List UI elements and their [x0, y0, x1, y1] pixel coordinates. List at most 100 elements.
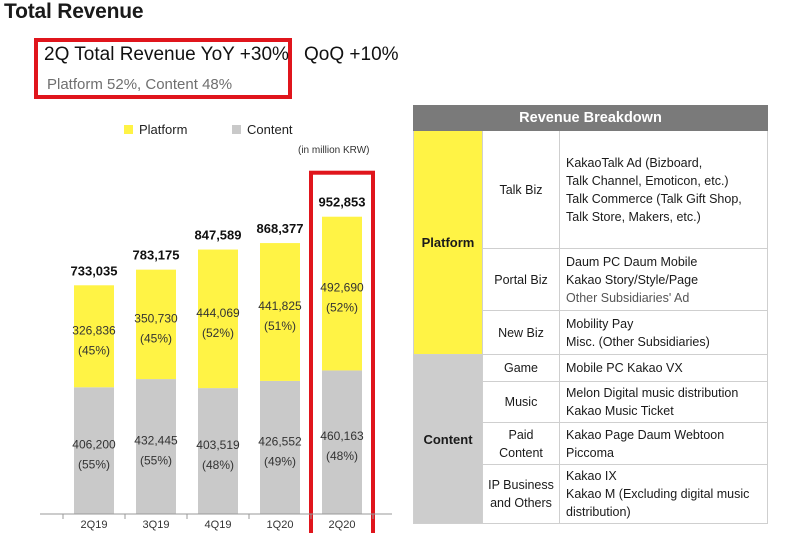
highlight-box: [34, 38, 292, 99]
detail-line: distribution): [566, 505, 631, 519]
bar-content-3Q19: [136, 379, 176, 514]
detail-line: Kakao IX: [566, 469, 617, 483]
subcategory-line: Content: [499, 445, 543, 460]
category-platform: Platform: [413, 130, 483, 355]
detail-cell: Kakao IX Kakao M (Excluding digital music…: [559, 464, 768, 524]
share-platform-4Q19: (52%): [202, 326, 234, 340]
label-platform-2Q19: 326,836: [72, 323, 116, 337]
share-content-4Q19: (48%): [202, 458, 234, 472]
breakdown-row: Portal Biz Daum PC Daum Mobile Kakao Story…: [414, 248, 768, 311]
total-label-1Q20: 868,377: [257, 221, 304, 236]
share-platform-2Q20: (52%): [326, 301, 358, 315]
detail-line: Misc. (Other Subsidiaries): [566, 334, 710, 349]
detail-line: Melon Digital music distribution: [566, 386, 739, 400]
revenue-breakdown-table: Revenue Breakdown Platform Talk Biz KakaoTa…: [413, 105, 768, 524]
total-label-4Q19: 847,589: [195, 228, 242, 243]
breakdown-row: Platform Talk Biz KakaoTalk Ad (Bizboard, T…: [413, 130, 768, 355]
label-content-1Q20: 426,552: [258, 434, 302, 448]
total-label-3Q19: 783,175: [133, 248, 180, 263]
x-tick-2Q20: 2Q20: [329, 519, 356, 531]
revenue-chart: 406,200 (55%) 326,836 (45%) 733,035 2Q19 432,4…: [40, 170, 392, 533]
label-platform-1Q20: 441,825: [258, 299, 302, 313]
legend-content-swatch: [232, 125, 241, 134]
bar-platform-4Q19: [198, 249, 238, 389]
subcategory-label: Game: [482, 354, 560, 382]
headline-yoy: 2Q Total Revenue YoY +30%: [44, 44, 289, 65]
subcategory-line: New Biz: [498, 325, 544, 340]
share-platform-1Q20: (51%): [264, 319, 296, 333]
subcategory-label: New Biz: [482, 310, 560, 355]
bar-platform-2Q20: [322, 216, 362, 371]
subcategory-line: Game: [503, 361, 539, 375]
subcategory-label: Talk Biz: [482, 130, 560, 249]
subcategory-line: Music: [504, 395, 538, 409]
share-content-2Q20: (48%): [326, 449, 358, 463]
legend-platform-swatch: [124, 125, 133, 134]
detail-cell: Mobile PC Kakao VX: [559, 354, 768, 382]
x-tick-3Q19: 3Q19: [143, 519, 170, 531]
legend-content-label: Content: [247, 122, 293, 137]
bar-content-4Q19: [198, 388, 238, 514]
unit-label: (in million KRW): [298, 145, 370, 156]
x-tick-2Q19: 2Q19: [81, 519, 108, 531]
headline-qoq: QoQ +10%: [304, 44, 399, 65]
highlight-frame-2Q20: [309, 170, 375, 533]
breakdown-row: Content Game Mobile PC Kakao VX: [413, 354, 768, 524]
breakdown-row: Paid Content Kakao Page Daum Webtoon Piccom…: [414, 422, 768, 465]
page-title: Total Revenue: [4, 0, 144, 23]
breakdown-row: Music Melon Digital music distribution Kak…: [414, 381, 768, 423]
detail-line: KakaoTalk Ad (Bizboard,: [566, 155, 703, 170]
detail-line: Daum PC Daum Mobile: [566, 254, 698, 269]
subcategory-label: Portal Biz: [482, 248, 560, 311]
category-content: Content: [413, 354, 483, 524]
share-content-3Q19: (55%): [140, 454, 172, 468]
subcategory-line: Portal Biz: [494, 272, 548, 287]
legend-platform: Platform: [124, 122, 187, 137]
subcategory-line: IP Business: [488, 478, 554, 492]
label-content-2Q19: 406,200: [72, 438, 116, 452]
x-tick-4Q19: 4Q19: [205, 519, 232, 531]
detail-line: Talk Commerce (Talk Gift Shop,: [566, 191, 742, 206]
detail-cell: Mobility Pay Misc. (Other Subsidiaries): [559, 310, 768, 355]
detail-line: Talk Store, Makers, etc.): [566, 209, 701, 224]
label-content-4Q19: 403,519: [196, 438, 240, 452]
bar-content-1Q20: [260, 380, 300, 514]
breakdown-header-row: Revenue Breakdown: [413, 105, 768, 131]
label-content-2Q20: 460,163: [320, 429, 364, 443]
bar-platform-3Q19: [136, 269, 176, 380]
total-label-2Q20: 952,853: [319, 195, 366, 210]
share-content-1Q20: (49%): [264, 454, 296, 468]
detail-line: Kakao Story/Style/Page: [566, 272, 699, 287]
detail-line: Mobile PC Kakao VX: [566, 361, 683, 375]
share-platform-2Q19: (45%): [78, 343, 110, 357]
label-platform-3Q19: 350,730: [134, 311, 178, 325]
subcategory-label: Music: [482, 381, 560, 423]
legend-platform-label: Platform: [139, 122, 188, 137]
bar-platform-2Q19: [74, 285, 114, 388]
total-label-2Q19: 733,035: [71, 263, 118, 278]
detail-line: Kakao Page Daum Webtoon: [566, 427, 725, 442]
share-content-2Q19: (55%): [78, 458, 110, 472]
breakdown-title: Revenue Breakdown: [413, 105, 768, 131]
subcategory-line: Talk Biz: [499, 182, 543, 197]
label-platform-2Q20: 492,690: [320, 281, 364, 295]
label-content-3Q19: 432,445: [134, 434, 178, 448]
detail-line: Mobility Pay: [566, 316, 634, 331]
detail-line: Other Subsidiaries' Ad: [566, 290, 690, 305]
subcategory-label: Paid Content: [482, 422, 560, 465]
detail-line: Piccoma: [566, 445, 614, 460]
subcategory-line: and Others: [490, 496, 552, 510]
label-platform-4Q19: 444,069: [196, 306, 240, 320]
detail-line: Kakao M (Excluding digital music: [566, 487, 750, 501]
detail-cell: Melon Digital music distribution Kakao Mu…: [559, 381, 768, 423]
detail-cell: Daum PC Daum Mobile Kakao Story/Style/Pag…: [559, 248, 768, 311]
subcategory-line: Paid: [508, 427, 534, 442]
bar-content-2Q20: [322, 370, 362, 514]
x-tick-1Q20: 1Q20: [267, 519, 294, 531]
bar-content-2Q19: [74, 387, 114, 514]
share-platform-3Q19: (45%): [140, 331, 172, 345]
revenue-mix-subtitle: Platform 52%, Content 48%: [47, 76, 233, 93]
bar-platform-1Q20: [260, 243, 300, 381]
detail-cell: KakaoTalk Ad (Bizboard, Talk Channel, Emo…: [559, 130, 768, 249]
legend-content: Content: [232, 122, 293, 137]
